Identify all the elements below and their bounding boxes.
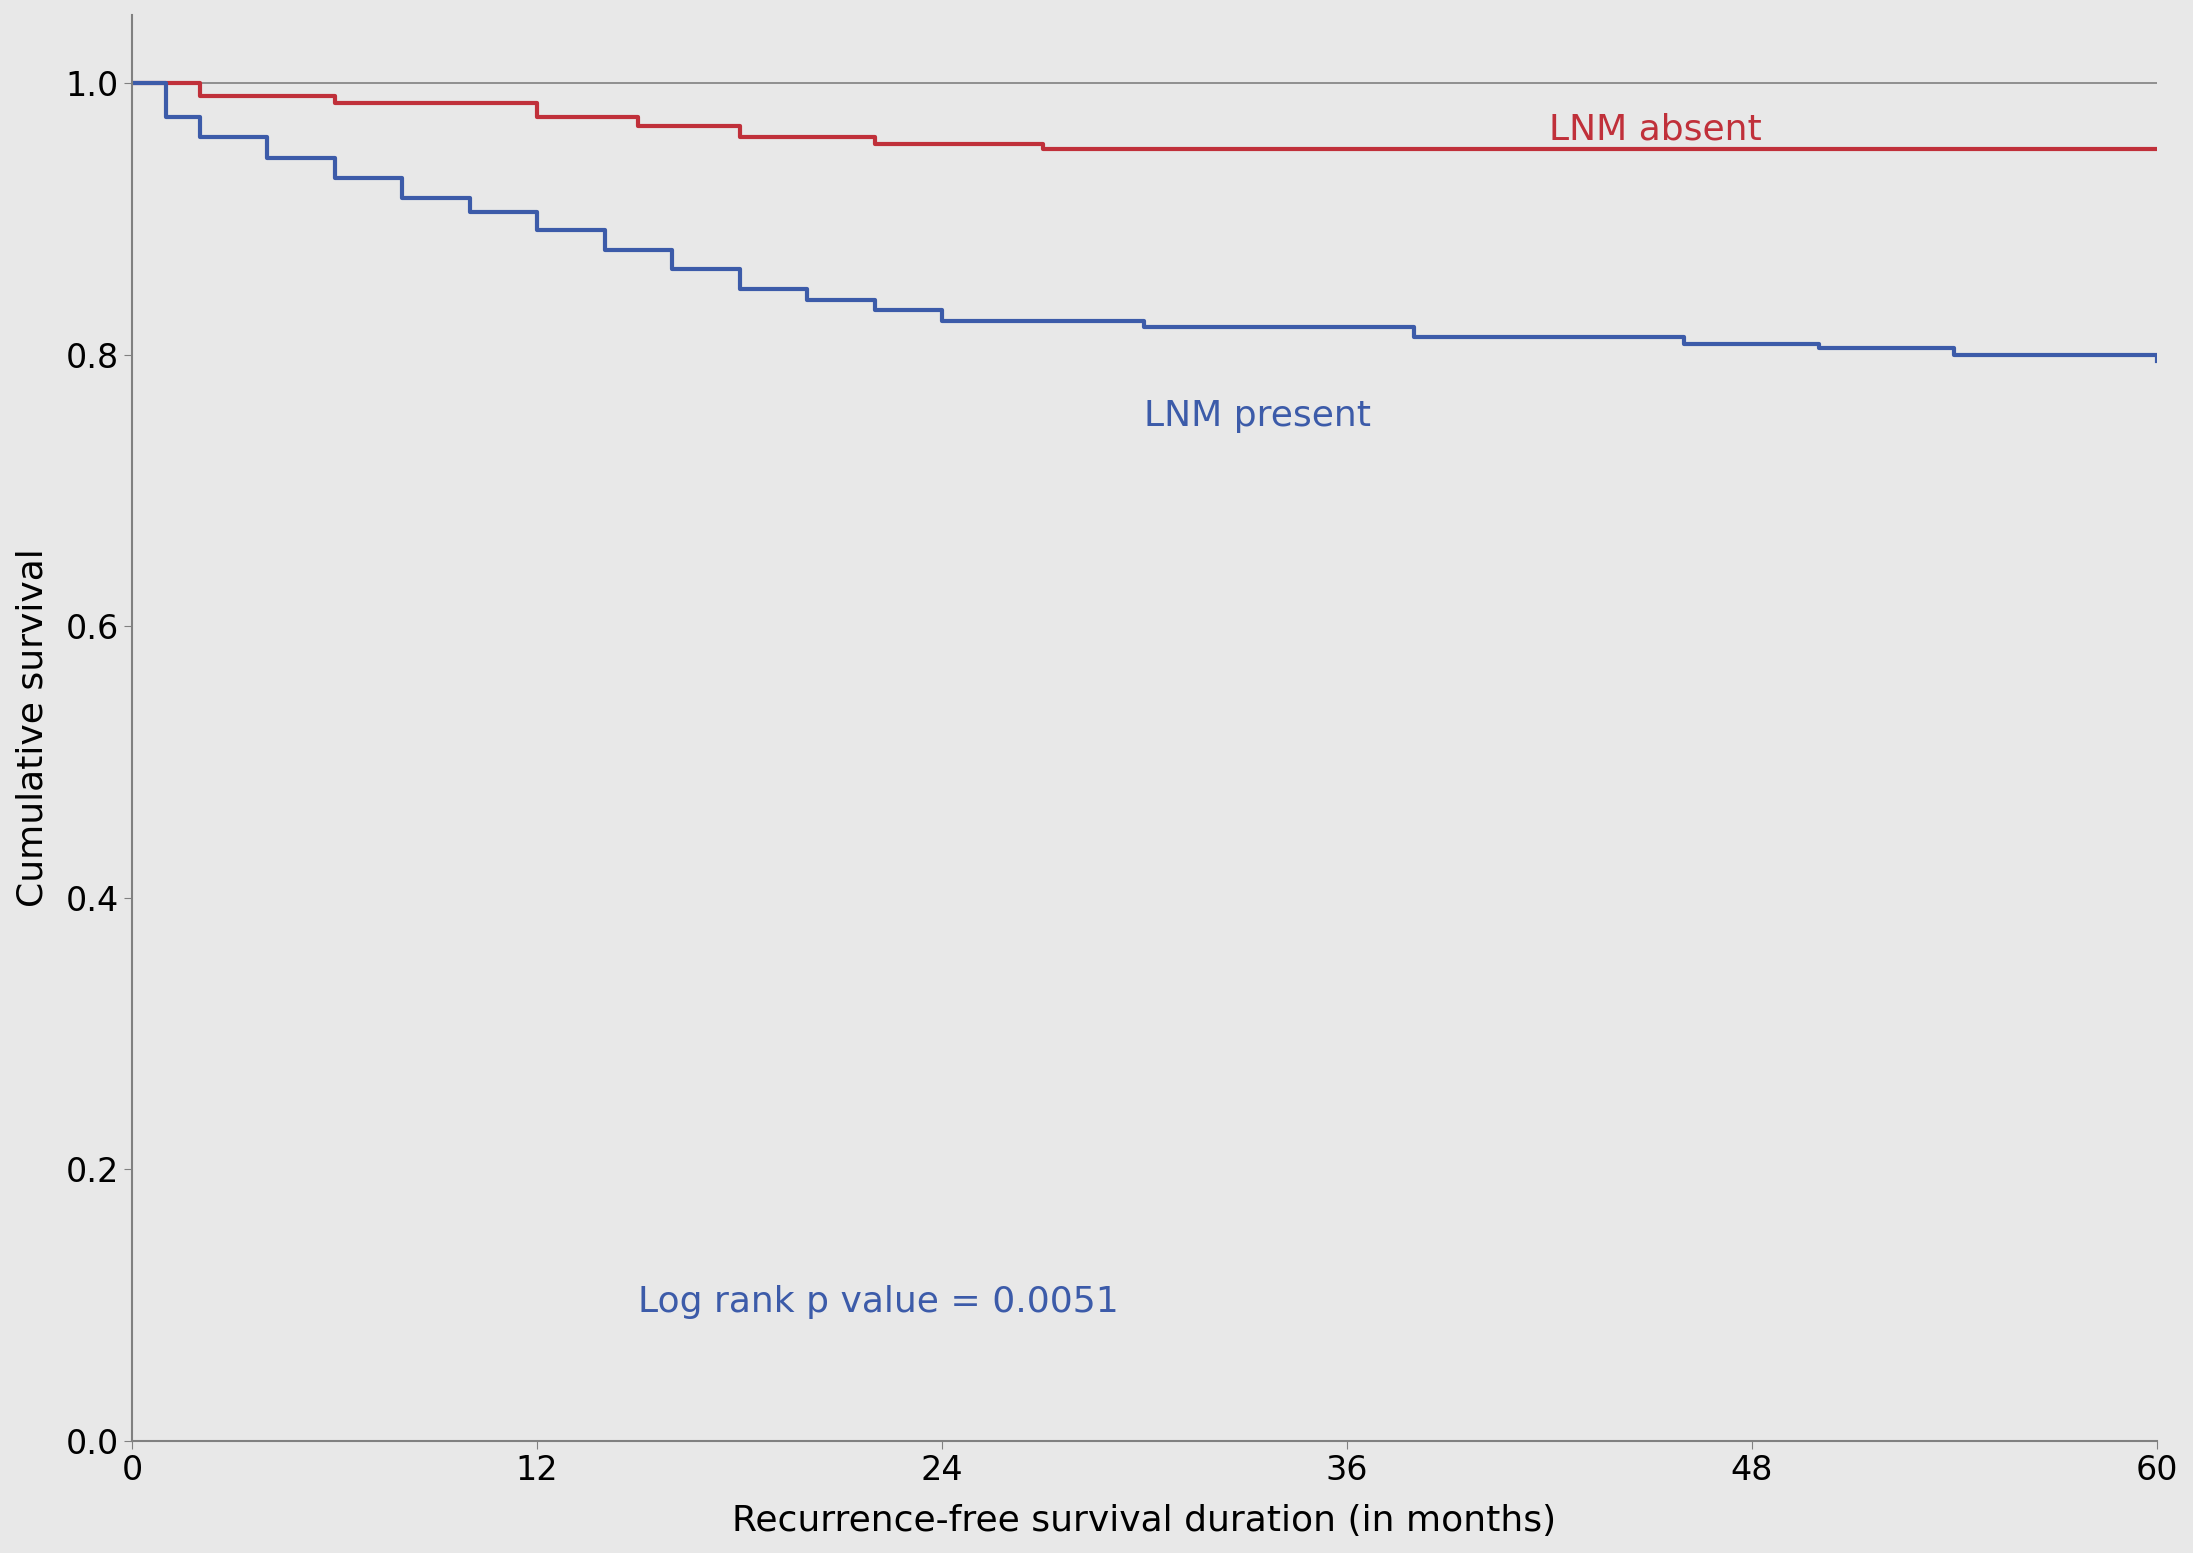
Text: LNM present: LNM present [1145,399,1371,433]
Y-axis label: Cumulative survival: Cumulative survival [15,548,48,907]
Text: LNM absent: LNM absent [1550,112,1763,146]
Text: Log rank p value = 0.0051: Log rank p value = 0.0051 [638,1284,1118,1318]
X-axis label: Recurrence-free survival duration (in months): Recurrence-free survival duration (in mo… [732,1503,1557,1537]
